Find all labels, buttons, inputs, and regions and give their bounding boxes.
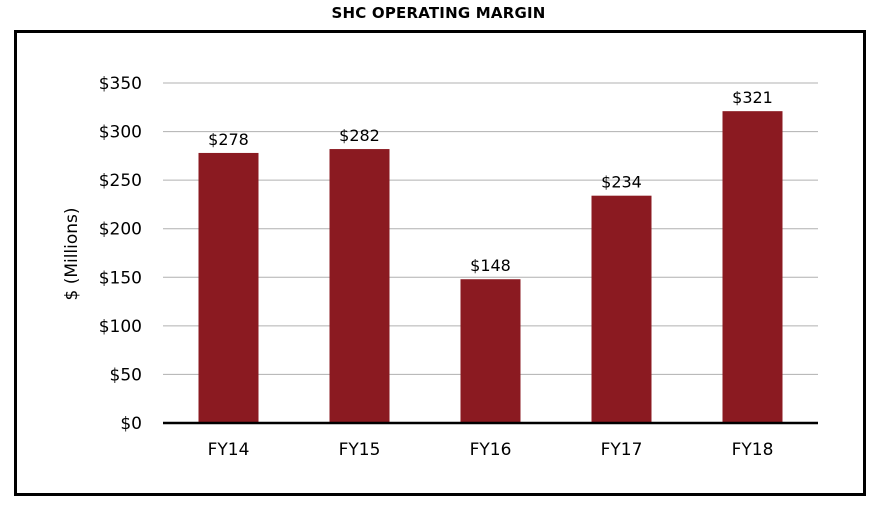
bar-fy15 bbox=[329, 149, 390, 424]
bar-fy16 bbox=[460, 279, 521, 423]
y-tick-label: $250 bbox=[99, 171, 142, 191]
data-label: $148 bbox=[470, 256, 511, 275]
data-label: $321 bbox=[732, 88, 773, 107]
x-tick-label: FY17 bbox=[601, 440, 643, 460]
chart-title: SHC OPERATING MARGIN bbox=[331, 4, 546, 22]
x-tick-label: FY18 bbox=[732, 440, 774, 460]
y-axis-label: $ (Millions) bbox=[62, 207, 82, 300]
bar-fy17 bbox=[591, 195, 652, 423]
y-tick-labels: $0 $50 $100 $150 $200 $250 $300 $350 bbox=[99, 74, 142, 434]
data-label: $234 bbox=[601, 173, 642, 192]
y-tick-label: $50 bbox=[110, 365, 142, 385]
y-tick-label: $100 bbox=[99, 317, 142, 337]
data-label: $282 bbox=[339, 126, 380, 145]
x-tick-label: FY14 bbox=[208, 440, 250, 460]
chart-frame bbox=[14, 30, 866, 496]
y-tick-label: $0 bbox=[120, 414, 142, 434]
y-tick-label: $200 bbox=[99, 220, 142, 240]
y-tick-label: $350 bbox=[99, 74, 142, 94]
y-tick-label: $150 bbox=[99, 268, 142, 288]
data-labels: $278 $282 $148 $234 $321 bbox=[208, 88, 773, 275]
x-tick-label: FY16 bbox=[470, 440, 512, 460]
x-tick-label: FY15 bbox=[339, 440, 381, 460]
data-label: $278 bbox=[208, 130, 249, 149]
x-tick-labels: FY14 FY15 FY16 FY17 FY18 bbox=[208, 440, 774, 460]
bar-fy14 bbox=[198, 152, 259, 423]
bar-fy18 bbox=[722, 111, 783, 424]
bars bbox=[198, 111, 783, 424]
y-tick-label: $300 bbox=[99, 123, 142, 143]
